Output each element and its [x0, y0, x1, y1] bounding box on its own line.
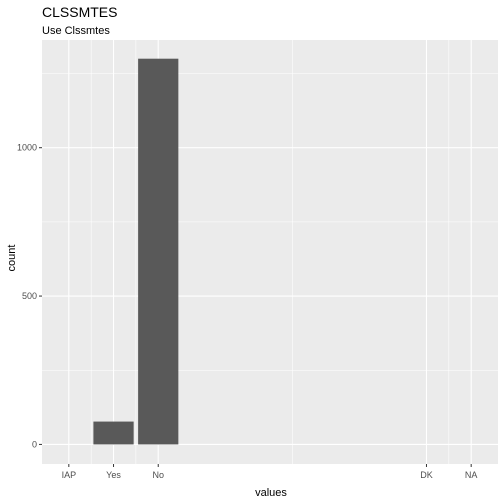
x-tick-label: IAP [62, 470, 77, 480]
x-axis-title: values [255, 487, 287, 499]
plot-panel [42, 40, 498, 464]
x-tick-label: NA [465, 470, 478, 480]
x-tick-label: No [152, 470, 164, 480]
x-tick-label: DK [420, 470, 433, 480]
x-axis-ticks: IAP Yes No DK NA [62, 464, 478, 480]
chart-title: CLSSMTES [42, 4, 117, 20]
bars [93, 58, 179, 445]
x-tick-label: Yes [106, 470, 121, 480]
y-axis-ticks: 0 500 1000 [17, 143, 42, 449]
bar-no [138, 58, 179, 445]
y-tick-label: 500 [22, 291, 37, 301]
bar-yes [93, 421, 134, 445]
y-tick-label: 1000 [17, 143, 37, 153]
chart-subtitle: Use Clssmtes [42, 25, 110, 37]
y-tick-label: 0 [32, 439, 37, 449]
y-axis-title: count [6, 245, 18, 272]
minor-gridlines [42, 40, 498, 464]
